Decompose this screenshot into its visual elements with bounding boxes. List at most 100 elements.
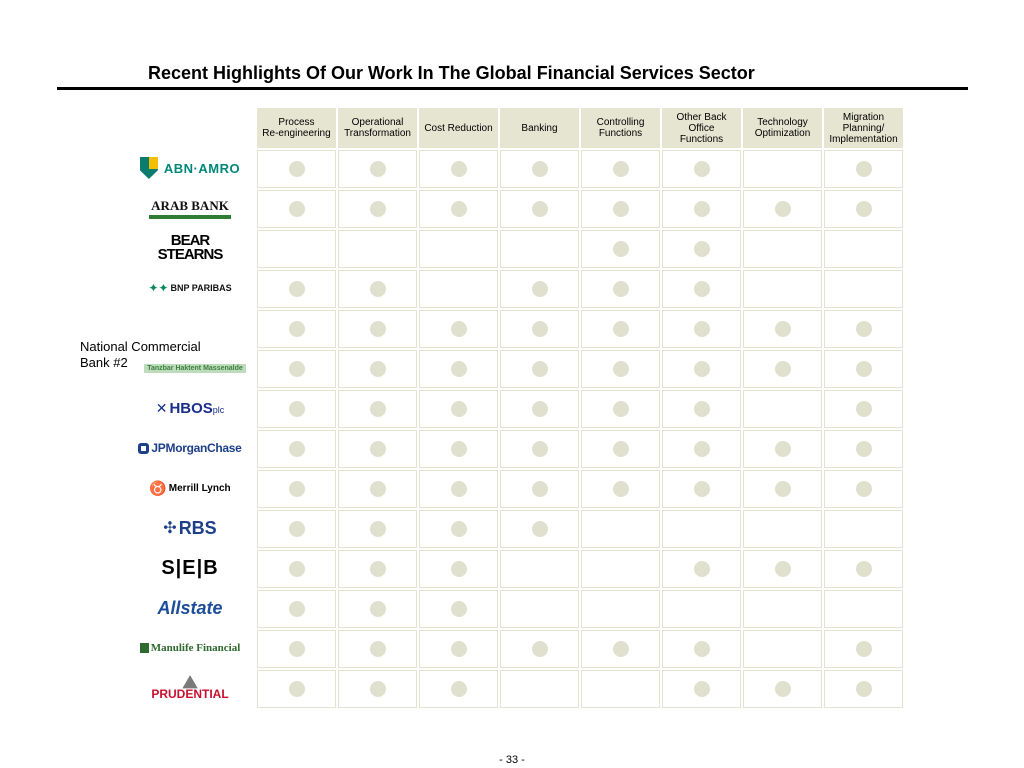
engagement-dot-icon [531,481,548,497]
matrix-cell [500,550,579,588]
engagement-dot-icon [612,321,629,337]
matrix-cell [824,310,903,348]
page-number: - 33 - [499,754,525,766]
engagement-dot-icon [855,481,872,497]
engagement-dot-icon [288,361,305,377]
engagement-dot-icon [774,481,791,497]
engagement-dot-icon [288,201,305,217]
arab-bank-logo: ARAB BANK [130,188,250,228]
engagement-dot-icon [612,441,629,457]
matrix-cell [662,470,741,508]
engagement-dot-icon [531,641,548,657]
matrix-cell [338,430,417,468]
matrix-cell [824,270,903,308]
matrix-cell [338,630,417,668]
title-divider [57,87,968,90]
engagement-dot-icon [693,281,710,297]
engagement-dot-icon [531,201,548,217]
engagement-dot-icon [693,641,710,657]
column-header: Banking [500,108,579,148]
engagement-dot-icon [450,681,467,697]
engagement-dot-icon [531,401,548,417]
prudential-logo: ⛰ PRUDENTIAL [151,672,229,701]
engagement-dot-icon [450,641,467,657]
engagement-dot-icon [450,521,467,537]
matrix-cell [662,390,741,428]
engagement-dot-icon [693,481,710,497]
matrix-cell [824,670,903,708]
rock-icon: ⛰ [182,672,198,692]
engagement-dot-icon [612,161,629,177]
matrix-cell [338,670,417,708]
engagement-dot-icon [612,281,629,297]
allstate-logo: Allstate [157,597,223,618]
column-header: Technology Optimization [743,108,822,148]
client-logo-column: ABN·AMRO ARAB BANK BEAR STEARNS ✦✦ BNP P… [130,148,250,708]
matrix-cell [338,590,417,628]
matrix-cell [581,350,660,388]
engagement-dot-icon [774,561,791,577]
engagement-dot-icon [531,361,548,377]
matrix-cell [662,430,741,468]
matrix-cell [500,310,579,348]
engagement-dot-icon [855,321,872,337]
engagement-dot-icon [288,521,305,537]
engagement-dot-icon [693,201,710,217]
matrix-cell [662,230,741,268]
matrix-cell [338,230,417,268]
engagement-dot-icon [612,201,629,217]
matrix-cell [743,150,822,188]
matrix-cell [824,470,903,508]
matrix-cell [581,230,660,268]
engagement-dot-icon [774,681,791,697]
engagement-dot-icon [369,521,386,537]
column-header: Migration Planning/ Implementation [824,108,903,148]
matrix-cell [338,350,417,388]
engagement-dot-icon [369,281,386,297]
matrix-cell [257,230,336,268]
matrix-cell [257,150,336,188]
matrix-cell [500,590,579,628]
matrix-cell [581,390,660,428]
jpmorgan-chase-logo: JPMorganChase [130,428,250,468]
matrix-cell [500,150,579,188]
matrix-cell [824,630,903,668]
engagement-dot-icon [693,361,710,377]
hbos-logo: ✕ HBOSplc [155,399,225,417]
abn-amro-logo: ABN·AMRO [130,148,250,188]
engagement-dot-icon [450,401,467,417]
column-header: Other Back Office Functions [662,108,741,148]
matrix-cell [743,230,822,268]
engagement-dot-icon [369,441,386,457]
matrix-cell [581,670,660,708]
merrill-lynch-logo: ♉ Merrill Lynch [149,479,231,496]
matrix-cell [743,310,822,348]
matrix-cell [500,430,579,468]
engagement-dot-icon [693,161,710,177]
engagement-dot-icon [531,281,548,297]
matrix-cell [662,270,741,308]
bnp-paribas-logo: ✦✦ BNP PARIBAS [148,281,232,295]
matrix-cell [257,350,336,388]
hbos-saltire-icon: ✕ [155,399,168,416]
matrix-cell [338,150,417,188]
matrix-cell [743,550,822,588]
engagement-dot-icon [774,441,791,457]
matrix-cell [743,670,822,708]
matrix-cell [743,430,822,468]
matrix-cell [581,270,660,308]
engagement-dot-icon [612,401,629,417]
column-header: Cost Reduction [419,108,498,148]
engagement-dot-icon [693,321,710,337]
matrix-cell [257,670,336,708]
engagement-dot-icon [288,561,305,577]
matrix-cell [500,230,579,268]
bear-stearns-logo: BEAR STEARNS [157,232,224,263]
matrix-cell [338,270,417,308]
rbs-daisy-icon: ✣ [163,520,177,537]
engagement-dot-icon [855,361,872,377]
matrix-cell [500,270,579,308]
manulife-logo: Manulife Financial [130,628,250,668]
engagement-dot-icon [369,641,386,657]
engagement-dot-icon [531,321,548,337]
